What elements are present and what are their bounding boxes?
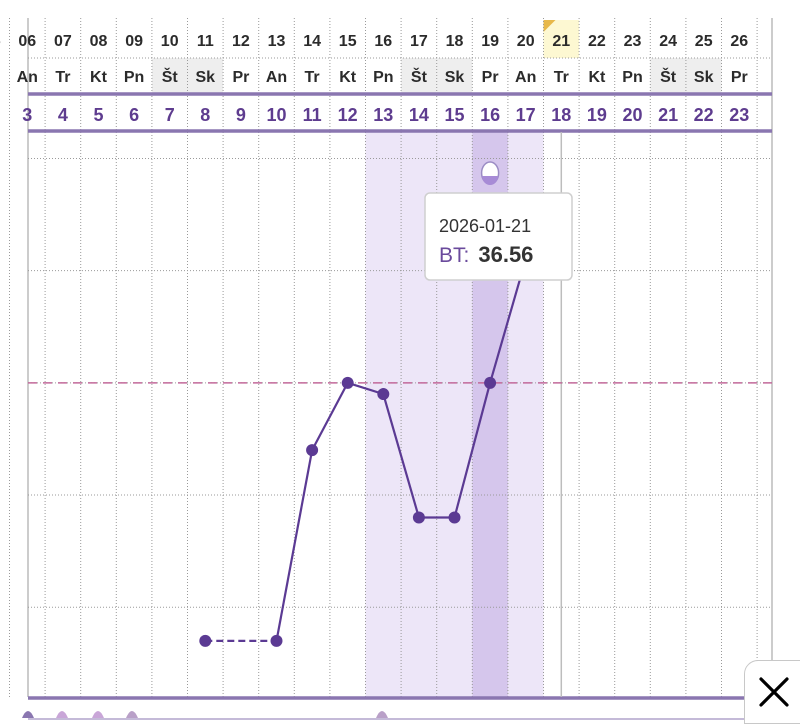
date-label: 22 [588, 33, 606, 50]
cycle-day-label: 14 [409, 105, 429, 125]
date-label: 11 [197, 33, 214, 50]
weekday-label: Št [411, 67, 428, 86]
weekday-label: Pn [373, 69, 393, 86]
weekday-label: Tr [554, 69, 569, 86]
cycle-day-label: 23 [729, 105, 749, 125]
date-label: 23 [624, 33, 642, 50]
close-button[interactable] [744, 660, 800, 724]
date-label: 17 [410, 33, 428, 50]
date-label: 05 [0, 33, 1, 50]
temperature-point [342, 377, 354, 389]
tooltip-reading: BT:36.56 [439, 242, 533, 267]
date-label: 16 [374, 33, 392, 50]
tooltip-date: 2026-01-21 [439, 216, 531, 236]
date-label: 21 [552, 33, 570, 50]
close-icon [757, 675, 791, 709]
cycle-day-label: 18 [551, 105, 571, 125]
cycle-day-label: 6 [129, 105, 139, 125]
weekday-label: Pn [622, 69, 642, 86]
date-label: 25 [695, 33, 713, 50]
cycle-day-label: 20 [622, 105, 642, 125]
tooltip-value: 36.56 [478, 242, 533, 267]
temperature-segment [312, 383, 348, 450]
temperature-point [377, 388, 389, 400]
date-label: 24 [659, 33, 677, 50]
cycle-day-label: 10 [266, 105, 286, 125]
cycle-day-label: 8 [200, 105, 210, 125]
weekday-label: Pn [124, 69, 144, 86]
bottom-symbol-icon [22, 711, 34, 718]
date-label: 07 [54, 33, 72, 50]
weekday-label: Pr [232, 69, 249, 86]
weekday-label: Sk [196, 69, 216, 86]
weekday-label: Tr [305, 69, 320, 86]
temperature-point [271, 635, 283, 647]
cycle-day-label: 11 [303, 105, 322, 125]
weekday-label: Kt [588, 69, 606, 86]
date-label: 18 [446, 33, 464, 50]
cycle-day-label: 22 [694, 105, 714, 125]
tooltip-separator: : [464, 244, 470, 267]
cycle-day-label: 16 [480, 105, 500, 125]
weekday-label: An [17, 69, 38, 86]
date-label: 14 [303, 33, 321, 50]
cycle-day-label: 13 [373, 105, 393, 125]
weekday-label: Kt [90, 69, 108, 86]
weekday-label: Sk [445, 69, 465, 86]
cycle-day-label: 15 [444, 105, 464, 125]
temperature-point [199, 635, 211, 647]
temperature-point [306, 444, 318, 456]
bottom-symbol-icon [92, 711, 104, 718]
cycle-day-label: 17 [516, 105, 536, 125]
weekday-label: Št [162, 67, 179, 86]
cycle-day-label: 5 [93, 105, 103, 125]
date-label: 09 [125, 33, 143, 50]
weekday-label: Tr [55, 69, 70, 86]
date-label: 19 [481, 33, 499, 50]
weekday-label: An [266, 69, 287, 86]
cycle-day-label: 19 [587, 105, 607, 125]
cycle-day-label: 3 [22, 105, 32, 125]
temperature-point [413, 511, 425, 523]
date-label: 06 [18, 33, 36, 50]
date-label: 26 [730, 33, 748, 50]
date-label: 08 [90, 33, 108, 50]
temperature-point [449, 511, 461, 523]
date-label: 20 [517, 33, 535, 50]
cycle-day-label: 12 [338, 105, 358, 125]
bottom-symbol-icon [376, 711, 388, 718]
weekday-label: Pr [482, 69, 499, 86]
cycle-day-label: 4 [58, 105, 68, 125]
date-label: 15 [339, 33, 357, 50]
weekday-label: Pr [731, 69, 748, 86]
cycle-day-label: 9 [236, 105, 246, 125]
tooltip-label: BT [439, 244, 466, 267]
weekday-label: Sk [694, 69, 714, 86]
temperature-point [484, 377, 496, 389]
weekday-label: Kt [339, 69, 357, 86]
cycle-day-label: 21 [658, 105, 678, 125]
date-label: 10 [161, 33, 179, 50]
weekday-label: Št [660, 67, 677, 86]
bottom-symbol-icon [56, 711, 68, 718]
bottom-symbol-icon [126, 711, 138, 718]
date-label: 13 [268, 33, 286, 50]
weekday-label: An [515, 69, 536, 86]
cycle-day-label: 7 [165, 105, 175, 125]
tooltip: 2026-01-21 BT:36.56 [425, 193, 572, 280]
date-label: 12 [232, 33, 250, 50]
